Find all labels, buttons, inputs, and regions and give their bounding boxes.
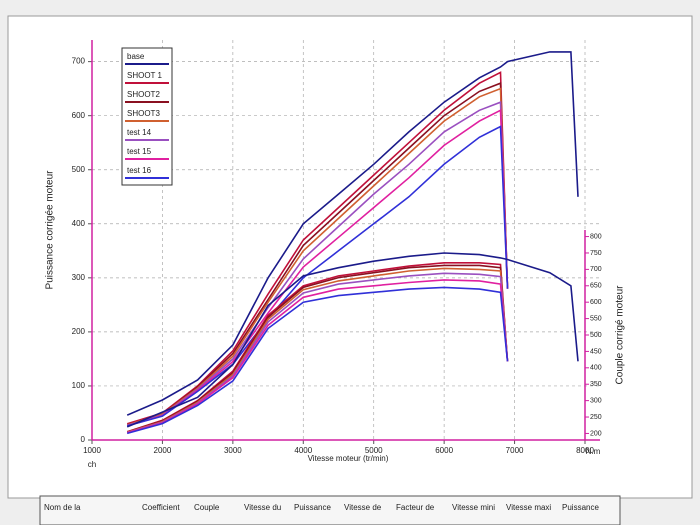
series-line <box>126 82 509 426</box>
table-header-cell: Vitesse mini <box>452 503 495 512</box>
y-unit: ch <box>88 460 96 469</box>
x-tick-label: 6000 <box>435 446 453 455</box>
table-header-cell: Vitesse maxi <box>506 503 551 512</box>
x-tick-label: 2000 <box>154 446 172 455</box>
table-header-cell: Puissance <box>294 503 331 512</box>
y2-tick-label: 650 <box>590 283 602 290</box>
x-tick-label: 5000 <box>365 446 383 455</box>
series-line <box>126 125 509 427</box>
y2-axis-title: Couple corrigé moteur <box>615 285 626 385</box>
y2-tick-label: 450 <box>590 348 602 355</box>
x-tick-label: 7000 <box>506 446 524 455</box>
y2-tick-label: 350 <box>590 381 602 388</box>
y-tick-label: 100 <box>72 381 86 390</box>
y2-tick-label: 750 <box>590 250 602 257</box>
table-header-cell: Vitesse du <box>244 503 281 512</box>
table-header-cell: Nom de la <box>44 503 81 512</box>
table-header-cell: Couple <box>194 503 220 512</box>
x-tick-label: 4000 <box>294 446 312 455</box>
series-line <box>126 286 509 435</box>
legend-box <box>121 47 173 186</box>
table-header-cell: Facteur de <box>396 503 435 512</box>
series-line <box>126 109 509 427</box>
legend-label: SHOOT2 <box>127 90 160 99</box>
window <box>7 15 693 499</box>
legend-label: SHOOT 1 <box>127 71 163 80</box>
y2-tick-label: 600 <box>590 299 602 306</box>
table-header-cell: Puissance <box>562 503 599 512</box>
x-axis-title: Vitesse moteur (tr/min) <box>308 454 389 463</box>
legend-label: test 16 <box>127 166 152 175</box>
y-tick-label: 600 <box>72 111 86 120</box>
x-tick-label: 8000 <box>576 446 594 455</box>
y-tick-label: 0 <box>81 435 86 444</box>
y-tick-label: 200 <box>72 327 86 336</box>
y2-tick-label: 400 <box>590 365 602 372</box>
y2-tick-label: 800 <box>590 233 602 240</box>
legend-label: SHOOT3 <box>127 109 160 118</box>
table-header-cell: Coefficient <box>142 503 180 512</box>
x-tick-label: 1000 <box>83 446 101 455</box>
series-line <box>126 87 509 426</box>
y2-tick-label: 550 <box>590 315 602 322</box>
series-line <box>126 279 509 434</box>
y2-tick-label: 200 <box>590 430 602 437</box>
y2-tick-label: 700 <box>590 266 602 273</box>
table-header-cell: Vitesse de <box>344 503 382 512</box>
y2-tick-label: 250 <box>590 414 602 421</box>
y-tick-label: 400 <box>72 219 86 228</box>
y-tick-label: 300 <box>72 273 86 282</box>
y-axis-title: Puissance corrigée moteur <box>45 170 56 290</box>
y2-tick-label: 500 <box>590 332 602 339</box>
legend-label: test 15 <box>127 147 152 156</box>
x-tick-label: 3000 <box>224 446 242 455</box>
y-tick-label: 500 <box>72 165 86 174</box>
y2-unit: N.m <box>586 447 601 456</box>
y-tick-label: 700 <box>72 57 86 66</box>
legend-label: test 14 <box>127 128 152 137</box>
table-header <box>39 495 621 525</box>
series-line <box>126 51 579 416</box>
legend-label: base <box>127 52 145 61</box>
series-line <box>126 101 509 427</box>
series-line <box>126 252 579 428</box>
y2-tick-label: 300 <box>590 397 602 404</box>
